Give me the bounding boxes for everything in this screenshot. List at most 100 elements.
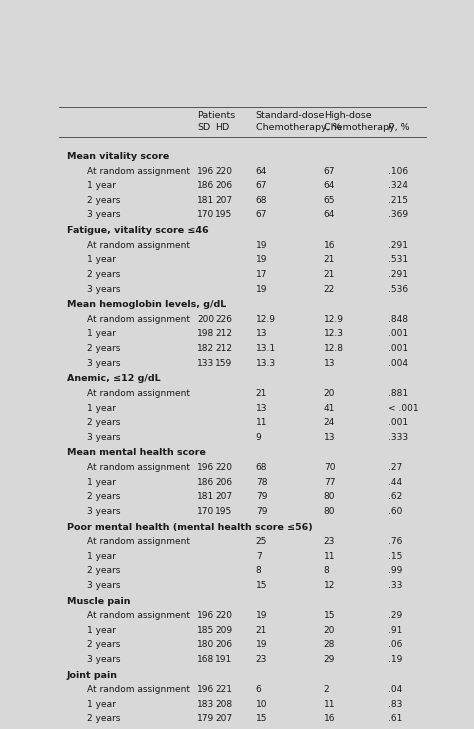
Text: 19: 19 bbox=[256, 255, 267, 265]
Text: .215: .215 bbox=[388, 196, 408, 205]
Text: 1 year: 1 year bbox=[87, 255, 116, 265]
Text: 2 years: 2 years bbox=[87, 640, 120, 650]
Text: 65: 65 bbox=[324, 196, 335, 205]
Text: 11: 11 bbox=[324, 700, 335, 709]
Text: 196: 196 bbox=[197, 463, 214, 472]
Text: 2 years: 2 years bbox=[87, 492, 120, 502]
Text: Chemotherapy, %: Chemotherapy, % bbox=[324, 123, 410, 133]
Text: 196: 196 bbox=[197, 611, 214, 620]
Text: 64: 64 bbox=[324, 182, 335, 190]
Text: Mean hemoglobin levels, g/dL: Mean hemoglobin levels, g/dL bbox=[66, 300, 226, 309]
Text: 209: 209 bbox=[215, 625, 233, 635]
Text: 180: 180 bbox=[197, 640, 214, 650]
Text: 3 years: 3 years bbox=[87, 211, 120, 219]
Text: 41: 41 bbox=[324, 404, 335, 413]
Text: .881: .881 bbox=[388, 389, 408, 398]
Text: 2 years: 2 years bbox=[87, 196, 120, 205]
Text: 186: 186 bbox=[197, 477, 214, 486]
Text: 19: 19 bbox=[256, 284, 267, 294]
Text: At random assignment: At random assignment bbox=[87, 315, 190, 324]
Text: .33: .33 bbox=[388, 581, 402, 590]
Text: 191: 191 bbox=[215, 655, 233, 664]
Text: 3 years: 3 years bbox=[87, 433, 120, 442]
Text: 170: 170 bbox=[197, 507, 214, 516]
Text: At random assignment: At random assignment bbox=[87, 611, 190, 620]
Text: 185: 185 bbox=[197, 625, 214, 635]
Text: 68: 68 bbox=[256, 463, 267, 472]
Text: 23: 23 bbox=[324, 537, 335, 546]
Text: 80: 80 bbox=[324, 492, 335, 502]
Text: .291: .291 bbox=[388, 270, 408, 279]
Text: 206: 206 bbox=[215, 640, 233, 650]
Text: 2 years: 2 years bbox=[87, 418, 120, 427]
Text: P: P bbox=[388, 123, 394, 133]
Text: 64: 64 bbox=[256, 167, 267, 176]
Text: 78: 78 bbox=[256, 477, 267, 486]
Text: 196: 196 bbox=[197, 685, 214, 694]
Text: 198: 198 bbox=[197, 330, 214, 338]
Text: 159: 159 bbox=[215, 359, 233, 367]
Text: 67: 67 bbox=[256, 211, 267, 219]
Text: 20: 20 bbox=[324, 625, 335, 635]
Text: 16: 16 bbox=[324, 714, 335, 723]
Text: 12.9: 12.9 bbox=[324, 315, 344, 324]
Text: 206: 206 bbox=[215, 182, 233, 190]
Text: At random assignment: At random assignment bbox=[87, 685, 190, 694]
Text: 17: 17 bbox=[256, 270, 267, 279]
Text: 9: 9 bbox=[256, 433, 262, 442]
Text: 13: 13 bbox=[256, 404, 267, 413]
Text: .001: .001 bbox=[388, 418, 408, 427]
Text: .369: .369 bbox=[388, 211, 408, 219]
Text: < .001: < .001 bbox=[388, 404, 419, 413]
Text: .62: .62 bbox=[388, 492, 402, 502]
Text: 133: 133 bbox=[197, 359, 214, 367]
Text: 15: 15 bbox=[256, 581, 267, 590]
Text: 11: 11 bbox=[256, 418, 267, 427]
Text: 79: 79 bbox=[256, 507, 267, 516]
Text: 206: 206 bbox=[215, 477, 233, 486]
Text: .15: .15 bbox=[388, 552, 402, 561]
Text: 10: 10 bbox=[256, 700, 267, 709]
Text: 8: 8 bbox=[256, 566, 262, 575]
Text: 67: 67 bbox=[324, 167, 335, 176]
Text: 11: 11 bbox=[324, 552, 335, 561]
Text: 79: 79 bbox=[256, 492, 267, 502]
Text: .536: .536 bbox=[388, 284, 408, 294]
Text: 21: 21 bbox=[324, 270, 335, 279]
Text: At random assignment: At random assignment bbox=[87, 537, 190, 546]
Text: High-dose: High-dose bbox=[324, 111, 371, 120]
Text: 170: 170 bbox=[197, 211, 214, 219]
Text: .531: .531 bbox=[388, 255, 408, 265]
Text: 13: 13 bbox=[256, 330, 267, 338]
Text: HD: HD bbox=[215, 123, 229, 133]
Text: 68: 68 bbox=[256, 196, 267, 205]
Text: 21: 21 bbox=[256, 625, 267, 635]
Text: .04: .04 bbox=[388, 685, 402, 694]
Text: 1 year: 1 year bbox=[87, 625, 116, 635]
Text: 1 year: 1 year bbox=[87, 404, 116, 413]
Text: 77: 77 bbox=[324, 477, 335, 486]
Text: .291: .291 bbox=[388, 241, 408, 250]
Text: 2 years: 2 years bbox=[87, 714, 120, 723]
Text: 220: 220 bbox=[215, 611, 232, 620]
Text: 179: 179 bbox=[197, 714, 214, 723]
Text: .324: .324 bbox=[388, 182, 408, 190]
Text: 183: 183 bbox=[197, 700, 214, 709]
Text: 181: 181 bbox=[197, 196, 214, 205]
Text: 67: 67 bbox=[256, 182, 267, 190]
Text: 3 years: 3 years bbox=[87, 507, 120, 516]
Text: 212: 212 bbox=[215, 330, 232, 338]
Text: 220: 220 bbox=[215, 463, 232, 472]
Text: 2 years: 2 years bbox=[87, 344, 120, 353]
Text: At random assignment: At random assignment bbox=[87, 389, 190, 398]
Text: 20: 20 bbox=[324, 389, 335, 398]
Text: 21: 21 bbox=[256, 389, 267, 398]
Text: .91: .91 bbox=[388, 625, 402, 635]
Text: 1 year: 1 year bbox=[87, 477, 116, 486]
Text: 3 years: 3 years bbox=[87, 581, 120, 590]
Text: .001: .001 bbox=[388, 344, 408, 353]
Text: .60: .60 bbox=[388, 507, 402, 516]
Text: Chemotherapy, %: Chemotherapy, % bbox=[256, 123, 341, 133]
Text: Muscle pain: Muscle pain bbox=[66, 596, 130, 606]
Text: Standard-dose: Standard-dose bbox=[256, 111, 325, 120]
